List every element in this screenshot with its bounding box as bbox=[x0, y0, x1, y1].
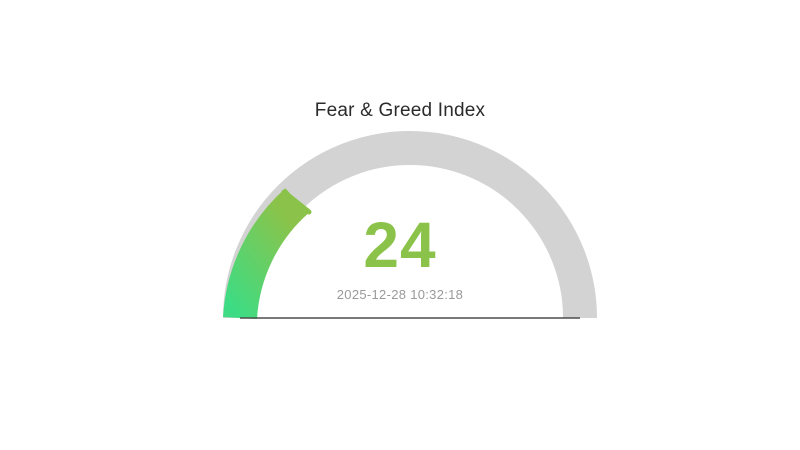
gauge-timestamp-label: 2025-12-28 10:32:18 bbox=[0, 287, 800, 302]
gauge-chart-container: Fear & Greed Index 24 2025-12-28 10:32:1… bbox=[0, 0, 800, 450]
gauge-value-label: 24 bbox=[0, 208, 800, 282]
